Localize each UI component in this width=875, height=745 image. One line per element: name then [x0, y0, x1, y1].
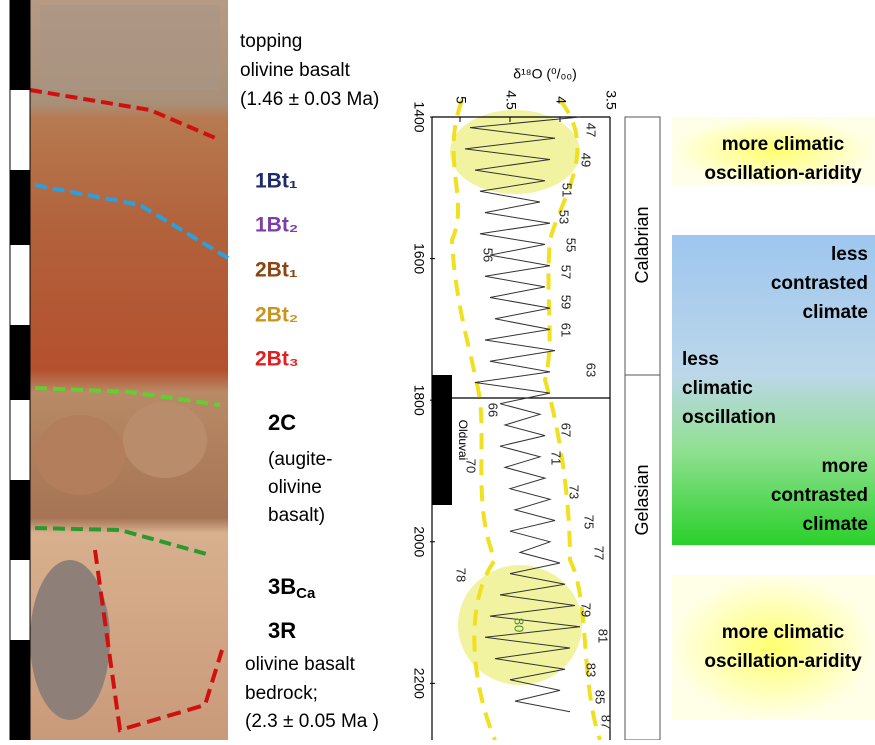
horizon-label: 3R: [268, 618, 296, 643]
horizon-label: 2Bt₃: [255, 348, 299, 371]
horizon-label: 2Bt₁: [255, 259, 298, 282]
climate-text: less: [682, 349, 719, 370]
mis-label: 51: [560, 183, 575, 197]
climate-text: climate: [803, 514, 868, 535]
topping-text: topping: [240, 31, 302, 52]
horizon-text: basalt): [268, 505, 325, 526]
mis-label: 83: [584, 663, 599, 677]
mis-label: 77: [592, 546, 607, 560]
mis-label: 57: [559, 265, 574, 279]
climate-text: more climatic: [722, 622, 845, 643]
horizon-text: olivine: [268, 477, 322, 498]
mis-label: 47: [584, 123, 599, 137]
climate-text: contrasted: [771, 273, 868, 294]
subchron-label: Olduvai: [456, 420, 470, 461]
climate-text: climate: [803, 302, 868, 323]
horizon-text: bedrock;: [245, 683, 318, 704]
horizon-text: (2.3 ± 0.05 Ma ): [245, 711, 379, 732]
mis-label: 61: [559, 323, 574, 337]
y-tick-label: 1400: [411, 101, 427, 132]
climate-text: oscillation-aridity: [704, 163, 862, 184]
mis-label: 67: [559, 423, 574, 437]
y-tick-label: 2000: [411, 526, 427, 557]
x-tick-label: 4: [553, 96, 569, 104]
horizon-label: 3BCa: [268, 574, 316, 602]
topping-text: (1.46 ± 0.03 Ma): [240, 89, 379, 110]
mis-label: 59: [559, 295, 574, 309]
mis-label: 80: [512, 618, 527, 632]
topping-text: olivine basalt: [240, 60, 351, 81]
horizon-label: 1Bt₁: [255, 170, 298, 193]
stage-label: Gelasian: [632, 464, 652, 535]
mis-label: 78: [454, 568, 469, 582]
mis-label: 75: [582, 515, 597, 529]
x-tick-label: 3.5: [603, 90, 619, 110]
scale-bar: [10, 0, 30, 740]
mis-label: 63: [584, 363, 599, 377]
stage-label: Calabrian: [632, 206, 652, 283]
mis-label: 79: [579, 603, 594, 617]
mis-label: 71: [549, 451, 564, 465]
horizon-sub: Ca: [296, 585, 316, 602]
mis-label: 53: [557, 210, 572, 224]
climate-text: oscillation: [682, 407, 776, 428]
climate-text: more climatic: [722, 134, 845, 155]
mis-label: 66: [486, 403, 501, 417]
y-tick-label: 1600: [411, 243, 427, 274]
climate-text: contrasted: [771, 485, 868, 506]
climate-text: less: [831, 244, 868, 265]
climate-text: climatic: [682, 378, 753, 399]
mis-label: 55: [564, 238, 579, 252]
x-tick-label: 5: [453, 96, 469, 104]
horizon-label: 2C: [268, 410, 296, 435]
mis-label: 87: [599, 715, 614, 729]
x-tick-label: 4.5: [503, 90, 519, 110]
photo: [30, 0, 228, 740]
climate-text: more: [822, 456, 868, 477]
horizon-main: 3B: [268, 574, 296, 599]
figure: topping olivine basalt (1.46 ± 0.03 Ma) 1Bt…: [0, 0, 875, 740]
horizon-text: (augite-: [268, 449, 332, 470]
mis-label: 56: [481, 248, 496, 262]
axis-title: δ¹⁸O (⁰/₀₀): [513, 66, 577, 82]
horizon-text: olivine basalt: [245, 654, 356, 675]
y-tick-label: 2200: [411, 668, 427, 699]
mis-label: 70: [464, 459, 479, 473]
mis-label: 73: [567, 485, 582, 499]
mis-label: 49: [579, 153, 594, 167]
horizon-label: 2Bt₂: [255, 304, 298, 327]
horizon-label: 1Bt₂: [255, 214, 298, 237]
climate-text: oscillation-aridity: [704, 651, 862, 672]
y-tick-label: 1800: [411, 385, 427, 416]
mis-label: 85: [593, 690, 608, 704]
mis-label: 81: [596, 629, 611, 643]
